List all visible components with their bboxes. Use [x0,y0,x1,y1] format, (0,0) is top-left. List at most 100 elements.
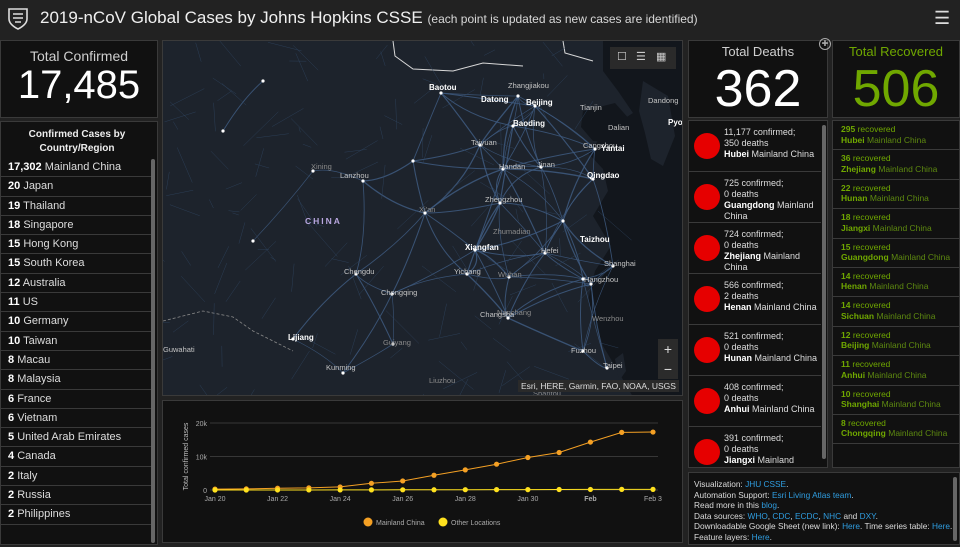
cdc-link[interactable]: CDC [772,511,790,521]
chart-point[interactable] [463,487,468,492]
dxy-link[interactable]: DXY [860,511,876,521]
country-name: Macau [17,354,50,366]
country-row[interactable]: 12 Australia [1,274,152,293]
chart-point[interactable] [525,455,530,460]
zoom-out-button[interactable]: − [658,359,678,379]
country-row[interactable]: 19 Thailand [1,197,152,216]
chart-point[interactable] [369,481,374,486]
country-row[interactable]: 5 United Arab Emirates [1,428,152,447]
map-city-label: Taizhou [580,235,610,244]
country-row[interactable]: 10 Taiwan [1,332,152,351]
death-count: 350 deaths [724,138,820,149]
who-link[interactable]: WHO [748,511,768,521]
expand-icon[interactable]: ✚ [819,38,831,50]
nhc-link[interactable]: NHC [823,511,841,521]
death-confirmed: 408 confirmed; [724,382,820,393]
total-recovered-panel: Total Recovered 506 [832,40,960,118]
chart-point[interactable] [557,487,562,492]
chart-point[interactable] [275,487,280,492]
chart-point[interactable] [650,429,655,434]
chart-point[interactable] [619,430,624,435]
country-list-scrollbar[interactable] [151,159,155,543]
map-city-label: Yichang [454,267,481,276]
map-city-label: Handan [499,162,525,171]
recovered-count: 15 [841,242,850,252]
country-row[interactable]: 2 Philippines [1,505,152,524]
recovered-region: Mainland China [891,252,950,262]
automation-link[interactable]: Esri Living Atlas team [772,490,851,500]
country-row[interactable]: 2 Russia [1,486,152,505]
chart-point[interactable] [212,487,217,492]
list-icon[interactable]: ☰ [636,50,646,63]
chart-point[interactable] [463,467,468,472]
country-row[interactable]: 15 Hong Kong [1,235,152,254]
chart-point[interactable] [557,450,562,455]
country-row[interactable]: 8 Malaysia [1,370,152,389]
timeseries-link[interactable]: Here [932,521,950,531]
chart-point[interactable] [306,487,311,492]
chart-point[interactable] [525,487,530,492]
country-row[interactable]: 8 Macau [1,351,152,370]
country-row[interactable]: 20 Japan [1,177,152,196]
chart-point[interactable] [369,487,374,492]
chart-point[interactable] [244,487,249,492]
chart-point[interactable] [400,487,405,492]
chart-point[interactable] [619,487,624,492]
recovered-place: Guangdong [841,252,889,262]
chart-point[interactable] [494,487,499,492]
chart-point[interactable] [588,487,593,492]
country-row[interactable]: 15 South Korea [1,254,152,273]
chart-point[interactable] [650,487,655,492]
chart-point[interactable] [588,439,593,444]
info-scrollbar[interactable] [953,477,957,541]
map-canvas[interactable] [163,41,683,396]
country-row[interactable]: 6 Vietnam [1,409,152,428]
sheet-link[interactable]: Here [842,521,860,531]
country-row[interactable]: 2 Italy [1,467,152,486]
chart-point[interactable] [400,478,405,483]
feature-layers-link[interactable]: Here [752,532,770,542]
country-row[interactable]: 6 France [1,390,152,409]
country-row[interactable]: 17,302 Mainland China [1,158,152,177]
zoom-in-button[interactable]: + [658,339,678,359]
country-row[interactable]: 10 Germany [1,312,152,331]
viz-link[interactable]: JHU CSSE [745,479,786,489]
bookmark-icon[interactable]: ☐ [617,50,627,63]
country-row[interactable]: 18 Singapore [1,216,152,235]
hamburger-menu-icon[interactable]: ☰ [934,8,950,29]
recovered-region: Mainland China [870,193,929,203]
chart-point[interactable] [431,473,436,478]
death-region: Mainland China [754,302,817,312]
death-count: 0 deaths [724,342,820,353]
qr-code-icon[interactable]: ▦ [656,50,666,63]
country-row[interactable]: 11 US [1,293,152,312]
ecdc-link[interactable]: ECDC [795,511,819,521]
deaths-list-scrollbar[interactable] [822,125,826,459]
chart-point[interactable] [338,487,343,492]
chart-point[interactable] [494,462,499,467]
country-row[interactable]: 4 Canada [1,447,152,466]
chart-point[interactable] [431,487,436,492]
blog-link[interactable]: blog [761,500,777,510]
